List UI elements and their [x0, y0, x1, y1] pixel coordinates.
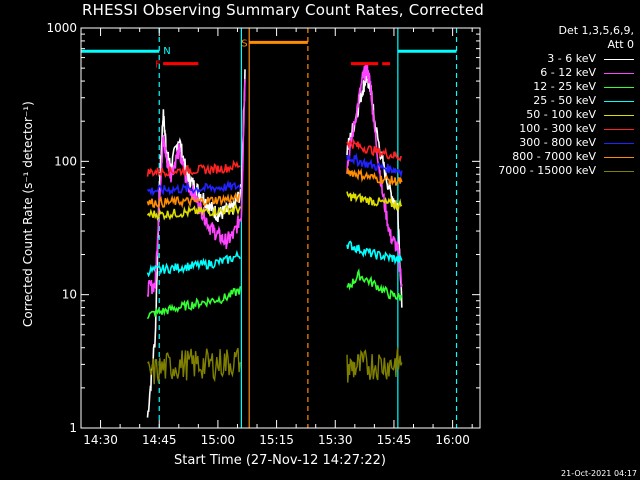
- flag-label-n: N: [163, 46, 170, 57]
- legend-label: 50 - 100 keV: [526, 108, 596, 121]
- series-line: [346, 268, 403, 301]
- legend-header: Det 1,3,5,6,9,: [558, 24, 634, 37]
- legend-swatch: [604, 86, 634, 88]
- y-tick-label: 1: [69, 421, 77, 435]
- legend-label: 25 - 50 keV: [533, 94, 596, 107]
- y-tick-label: 10: [62, 288, 77, 302]
- series-line: [346, 67, 403, 308]
- legend-label: 800 - 7000 keV: [512, 150, 596, 163]
- series-line: [346, 347, 403, 383]
- legend-entry: 6 - 12 keV: [498, 66, 634, 80]
- flag-label-f: F: [155, 60, 161, 71]
- legend-swatch: [604, 100, 634, 102]
- series-100-300-kev: [146, 138, 402, 178]
- series-line: [346, 167, 403, 186]
- series-25-50-kev: [146, 240, 403, 278]
- series-800-7000-kev: [146, 167, 403, 209]
- legend-entry: 7000 - 15000 keV: [498, 164, 634, 178]
- series-line: [146, 179, 242, 197]
- legend-swatch: [604, 128, 634, 130]
- series-line: [146, 69, 246, 418]
- series-line: [346, 62, 403, 288]
- series-line: [346, 240, 403, 266]
- series-300-800-kev: [146, 152, 403, 197]
- x-tick-label: 15:30: [318, 433, 353, 447]
- legend-label: 3 - 6 keV: [547, 52, 596, 65]
- legend-entry: 300 - 800 keV: [498, 136, 634, 150]
- legend-entry: 800 - 7000 keV: [498, 150, 634, 164]
- legend-entry: 100 - 300 keV: [498, 122, 634, 136]
- x-tick-label: 14:30: [83, 433, 118, 447]
- series-line: [146, 286, 242, 320]
- legend-label: 6 - 12 keV: [540, 66, 596, 79]
- series-12-25-kev: [146, 268, 403, 320]
- x-tick-label: 15:45: [377, 433, 412, 447]
- series-line: [146, 249, 241, 278]
- legend-swatch: [604, 114, 634, 116]
- x-tick-label: 16:00: [435, 433, 470, 447]
- y-axis-label: Corrected Count Rate (s⁻¹ detector⁻¹): [21, 101, 35, 327]
- series-group: [146, 62, 403, 418]
- series-line: [346, 138, 402, 162]
- series-6-12-kev: [146, 62, 403, 297]
- x-tick-label: 15:00: [201, 433, 236, 447]
- series-7000-15000-kev: [147, 347, 403, 385]
- x-axis-label: Start Time (27-Nov-12 14:27:22): [174, 453, 386, 468]
- x-tick-label: 14:45: [142, 433, 177, 447]
- series-50-100-kev: [146, 191, 403, 221]
- plot-frame: [80, 27, 481, 429]
- legend-header: Att 0: [607, 38, 634, 51]
- axes: 1 10 100 1000 14:30 14:45 15:00 15:15 15:30 15:45…: [46, 21, 481, 447]
- series-line: [146, 203, 242, 221]
- legend-swatch: [604, 170, 634, 172]
- legend-swatch: [604, 156, 634, 158]
- footer-timestamp: 21-Oct-2021 04:17: [561, 469, 637, 478]
- series-line: [346, 152, 403, 179]
- legend-swatch: [604, 72, 634, 74]
- series-line: [147, 347, 241, 385]
- flag-bars: NF S: [81, 38, 457, 71]
- legend-label: 7000 - 15000 keV: [498, 164, 596, 177]
- flag-label-s: S: [241, 38, 247, 49]
- legend-swatch: [604, 142, 634, 144]
- series-line: [146, 159, 241, 178]
- chart-title: RHESSI Observing Summary Count Rates, Co…: [81, 1, 484, 19]
- legend: Det 1,3,5,6,9, Att 0 3 - 6 keV 6 - 12 keV 12…: [498, 24, 634, 178]
- legend-entry: 12 - 25 keV: [498, 80, 634, 94]
- legend-label: 300 - 800 keV: [519, 136, 596, 149]
- legend-label: 12 - 25 keV: [533, 80, 596, 93]
- legend-entry: 50 - 100 keV: [498, 108, 634, 122]
- y-tick-label: 100: [54, 154, 77, 168]
- legend-entry: 25 - 50 keV: [498, 94, 634, 108]
- series-line: [146, 191, 241, 209]
- legend-entry: 3 - 6 keV: [498, 52, 634, 66]
- series-line: [346, 191, 403, 212]
- legend-label: 100 - 300 keV: [519, 122, 596, 135]
- legend-swatch: [604, 58, 634, 60]
- x-tick-label: 15:15: [259, 433, 294, 447]
- y-tick-label: 1000: [46, 21, 77, 35]
